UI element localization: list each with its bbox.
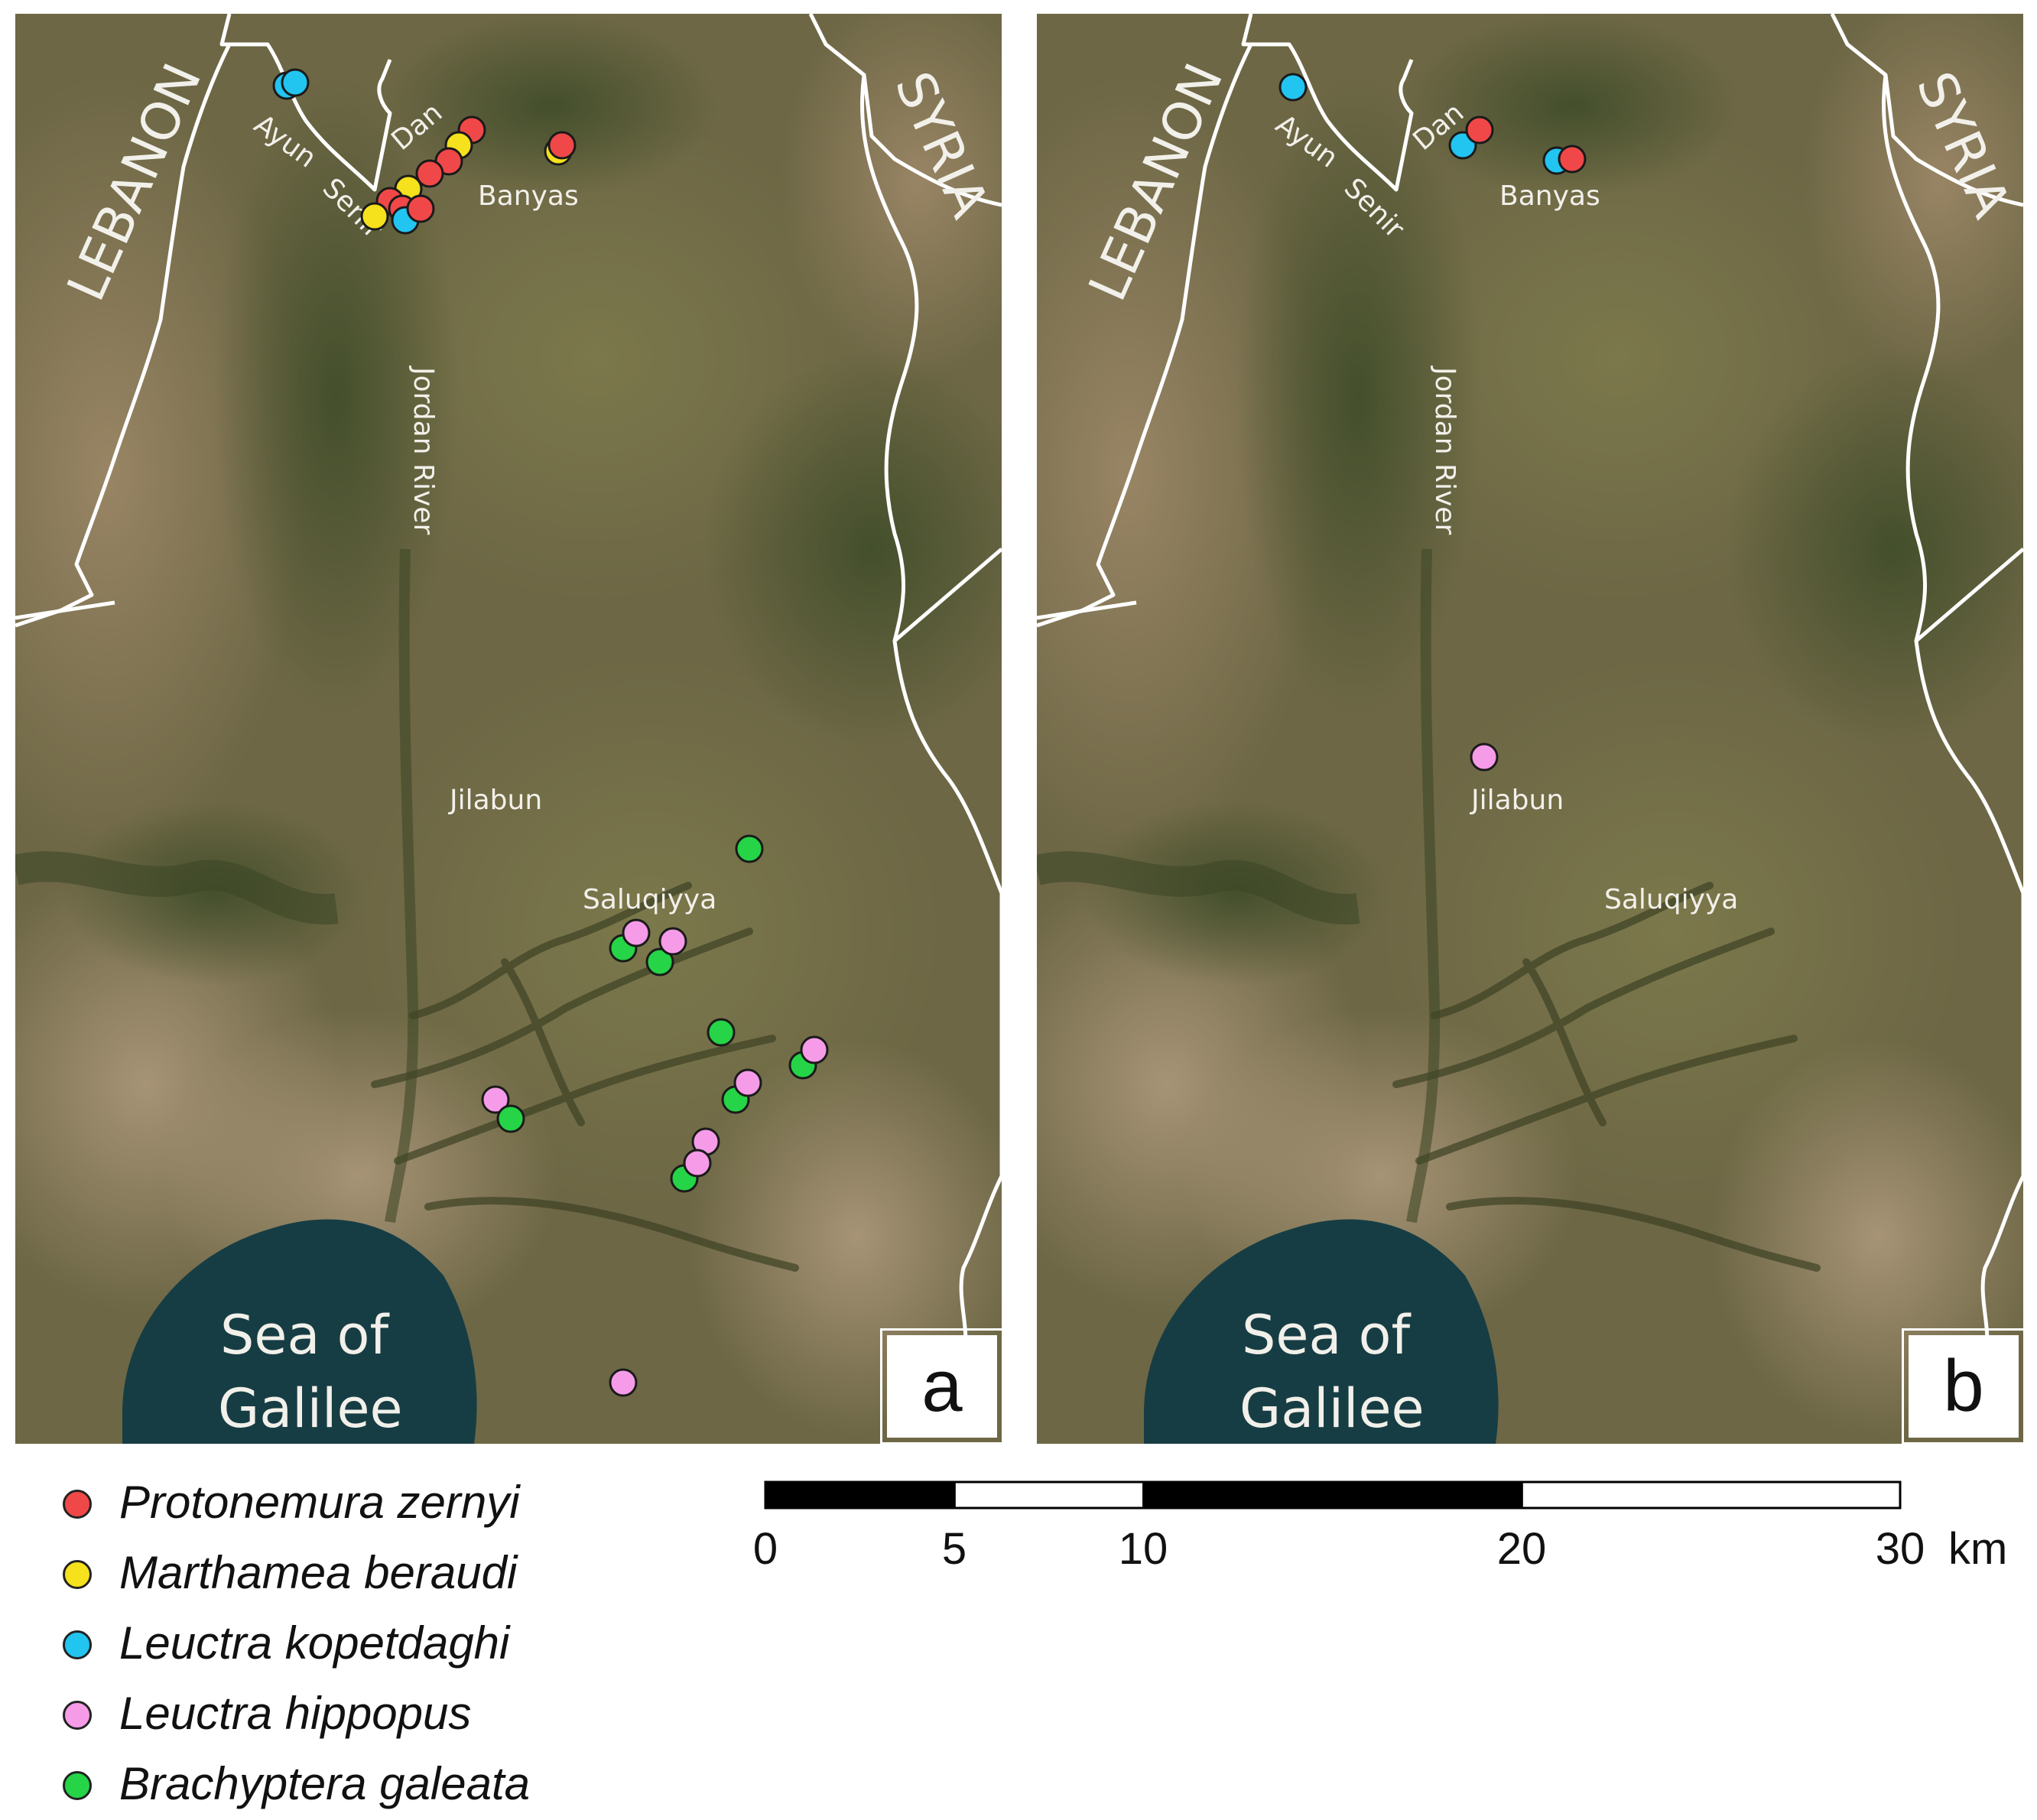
sample-point-protonemura-zernyi[interactable]	[1558, 145, 1587, 174]
legend-swatch	[63, 1560, 92, 1589]
label-sea-line1-a: Sea of	[220, 1304, 389, 1367]
scale-tick-0: 0	[752, 1524, 778, 1574]
legend-item-leuctra-hippopus: Leuctra hippopus	[60, 1679, 748, 1750]
label-jordan-river-b: Jordan River	[1429, 366, 1460, 535]
sample-point-protonemura-zernyi[interactable]	[415, 159, 444, 188]
scale-segment	[1142, 1480, 1523, 1510]
legend-label: Brachyptera galeata	[119, 1758, 531, 1809]
sample-point-leuctra-hippopus[interactable]	[658, 927, 687, 956]
scale-unit: km	[1948, 1524, 2008, 1574]
panel-tag-b: b	[1902, 1328, 2023, 1444]
label-banyas-b: Banyas	[1499, 180, 1600, 212]
sample-point-leuctra-hippopus[interactable]	[622, 918, 651, 947]
scale-tick-20: 20	[1496, 1524, 1547, 1574]
legend-swatch	[63, 1630, 92, 1659]
sample-point-leuctra-kopetdaghi[interactable]	[281, 68, 310, 97]
sample-points-a	[272, 68, 829, 1397]
sample-point-leuctra-hippopus[interactable]	[733, 1068, 762, 1097]
sample-point-brachyptera-galeata[interactable]	[735, 834, 764, 863]
label-jordan-river-a: Jordan River	[408, 366, 439, 535]
sample-point-protonemura-zernyi[interactable]	[1465, 115, 1494, 145]
legend-swatch	[63, 1771, 92, 1800]
satellite-map-b: LEBANON SYRIA Ayun Dan Senir Banyas Jord…	[1037, 14, 2023, 1444]
scale-segment	[953, 1480, 1145, 1510]
scale-tick-30: 30	[1875, 1524, 1925, 1574]
panel-tag-a: a	[880, 1328, 1002, 1444]
border-lines-b	[1037, 14, 2023, 1360]
label-jilabun-a: Jilabun	[448, 785, 542, 816]
label-sea-line2-b: Galilee	[1239, 1377, 1425, 1440]
legend-item-brachyptera-galeata: Brachyptera galeata	[60, 1750, 748, 1820]
label-sea-line1-b: Sea of	[1242, 1304, 1411, 1367]
legend-item-protonemura-zernyi: Protonemura zernyi	[60, 1468, 748, 1539]
satellite-map-a: LEBANON SYRIA Ayun Dan Senir Banyas Jord…	[15, 14, 1002, 1444]
scale-tick-10: 10	[1118, 1524, 1168, 1574]
label-saluqiyya-a: Saluqiyya	[583, 884, 716, 915]
legend-item-marthamea-beraudi: Marthamea beraudi	[60, 1539, 748, 1609]
legend-label: Leuctra hippopus	[119, 1688, 472, 1739]
sample-point-leuctra-hippopus[interactable]	[683, 1149, 712, 1178]
sample-points-b	[1278, 73, 1587, 772]
scale-bar-graphic	[764, 1480, 1902, 1510]
legend: Protonemura zernyi Marthamea beraudi Leu…	[60, 1468, 748, 1820]
scale-bar: 0 5 10 20 30 km	[753, 1476, 2017, 1606]
map-panel-b[interactable]: LEBANON SYRIA Ayun Dan Senir Banyas Jord…	[1037, 14, 2023, 1444]
legend-item-leuctra-kopetdaghi: Leuctra kopetdaghi	[60, 1609, 748, 1679]
sample-point-leuctra-hippopus[interactable]	[1470, 743, 1499, 772]
sample-point-brachyptera-galeata[interactable]	[496, 1104, 525, 1133]
sample-point-leuctra-kopetdaghi[interactable]	[1278, 73, 1308, 102]
border-lines-a	[15, 14, 1002, 1360]
legend-label: Marthamea beraudi	[119, 1547, 518, 1598]
sample-point-protonemura-zernyi[interactable]	[406, 194, 435, 223]
scale-tick-5: 5	[941, 1524, 967, 1574]
sample-point-brachyptera-galeata[interactable]	[645, 947, 674, 977]
legend-label: Leuctra kopetdaghi	[119, 1617, 510, 1669]
label-banyas-a: Banyas	[478, 180, 579, 212]
label-sea-line2-a: Galilee	[218, 1377, 403, 1440]
sample-point-leuctra-hippopus[interactable]	[609, 1368, 638, 1397]
sample-point-leuctra-hippopus[interactable]	[481, 1085, 510, 1114]
sample-point-leuctra-hippopus[interactable]	[800, 1035, 829, 1064]
label-saluqiyya-b: Saluqiyya	[1604, 884, 1738, 915]
sample-point-brachyptera-galeata[interactable]	[707, 1018, 736, 1047]
map-panel-a[interactable]: LEBANON SYRIA Ayun Dan Senir Banyas Jord…	[15, 14, 1002, 1444]
scale-segment	[1520, 1480, 1902, 1510]
legend-label: Protonemura zernyi	[119, 1477, 520, 1528]
sample-point-protonemura-zernyi[interactable]	[547, 131, 577, 160]
sample-point-marthamea-beraudi[interactable]	[360, 202, 389, 231]
legend-swatch	[63, 1701, 92, 1730]
legend-swatch	[63, 1490, 92, 1519]
scale-segment	[764, 1480, 956, 1510]
label-jilabun-b: Jilabun	[1470, 785, 1564, 816]
